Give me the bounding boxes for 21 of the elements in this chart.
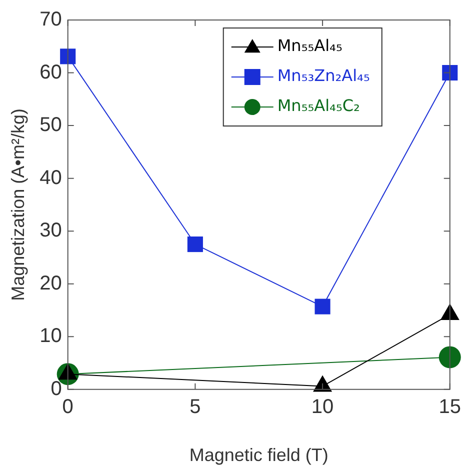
y-tick-label: 20: [40, 272, 62, 294]
legend-label: Mn₅₅Al₄₅: [277, 36, 342, 56]
x-tick-label: 5: [190, 396, 201, 418]
x-tick-label: 15: [438, 396, 461, 418]
y-tick-label: 50: [40, 114, 62, 136]
point: [438, 346, 461, 368]
y-tick-label: 30: [40, 220, 62, 242]
point: [314, 298, 330, 314]
y-tick-label: 40: [40, 166, 62, 189]
point: [442, 64, 458, 81]
y-tick-label: 60: [40, 61, 62, 84]
y-tick-label: 10: [40, 325, 62, 348]
x-tick-label: 10: [311, 396, 334, 418]
point: [187, 236, 203, 252]
x-axis-title: Magnetic field (T): [189, 445, 328, 466]
y-tick-label: 0: [50, 378, 62, 400]
legend-label: Mn₅₅Al₄₅C₂: [277, 96, 360, 116]
y-tick-label: 70: [40, 8, 62, 31]
point: [60, 48, 76, 64]
y-axis-title: Magnetization (A•m²/kg): [8, 108, 28, 301]
legend-label: Mn₅₃Zn₂Al₄₅: [277, 66, 370, 86]
